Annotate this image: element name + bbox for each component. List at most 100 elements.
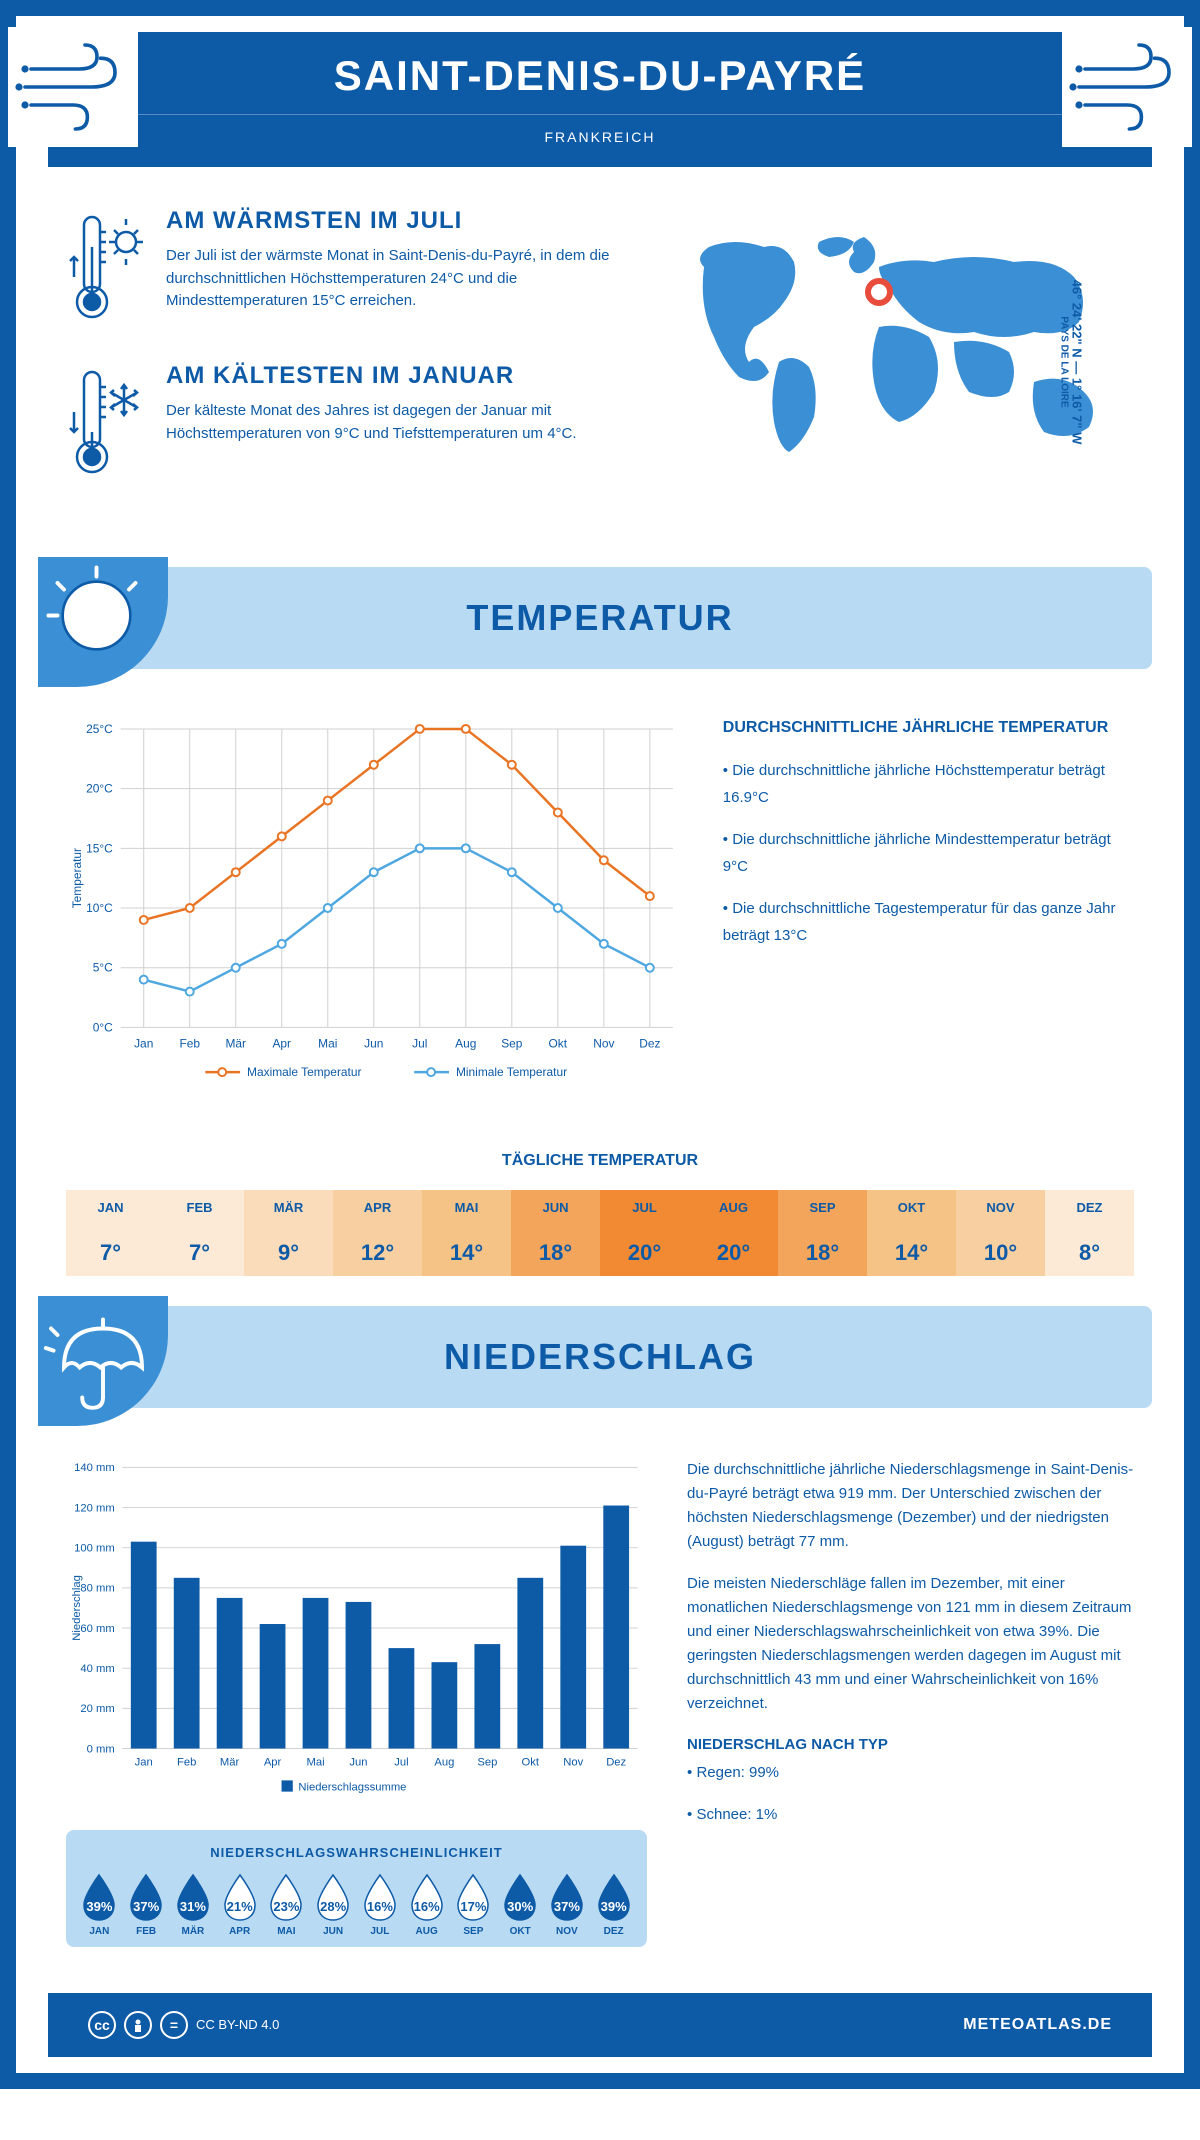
page-footer: cc = CC BY-ND 4.0 METEOATLAS.DE	[48, 1993, 1152, 2057]
info-section: AM WÄRMSTEN IM JULI Der Juli ist der wär…	[16, 167, 1184, 547]
precip-title: NIEDERSCHLAG	[78, 1336, 1122, 1378]
prob-drop: 16%AUG	[407, 1872, 447, 1937]
info-coldest: AM KÄLTESTEN IM JANUAR Der kälteste Mona…	[66, 362, 624, 487]
prob-drop: 39%DEZ	[594, 1872, 634, 1937]
thermometer-cold-icon	[66, 362, 146, 487]
page-header: SAINT-DENIS-DU-PAYRÉ FRANKREICH	[48, 32, 1152, 167]
daily-temp-cell: SEP18°	[778, 1190, 867, 1276]
prob-drop: 37%NOV	[547, 1872, 587, 1937]
svg-text:80 mm: 80 mm	[80, 1583, 114, 1595]
prob-drop: 21%APR	[220, 1872, 260, 1937]
svg-text:Jan: Jan	[135, 1756, 153, 1768]
svg-text:40 mm: 40 mm	[80, 1663, 114, 1675]
prob-drop: 23%MAI	[266, 1872, 306, 1937]
precip-p2: Die meisten Niederschläge fallen im Deze…	[687, 1572, 1134, 1716]
temp-note-1: • Die durchschnittliche jährliche Höchst…	[723, 757, 1134, 811]
daily-temp-cell: MÄR9°	[244, 1190, 333, 1276]
daily-temp-cell: APR12°	[333, 1190, 422, 1276]
daily-temp-cell: NOV10°	[956, 1190, 1045, 1276]
svg-text:Sep: Sep	[501, 1036, 523, 1050]
svg-text:20 mm: 20 mm	[80, 1703, 114, 1715]
temp-note-3: • Die durchschnittliche Tagestemperatur …	[723, 895, 1134, 949]
umbrella-icon	[38, 1296, 168, 1426]
temperature-line-chart: 0°C5°C10°C15°C20°C25°CJanFebMärAprMaiJun…	[66, 719, 683, 1102]
temp-notes-title: DURCHSCHNITTLICHE JÄHRLICHE TEMPERATUR	[723, 719, 1134, 737]
precip-p1: Die durchschnittliche jährliche Niedersc…	[687, 1458, 1134, 1554]
daily-temp-cell: JAN7°	[66, 1190, 155, 1276]
svg-text:Nov: Nov	[593, 1036, 614, 1050]
svg-text:10°C: 10°C	[86, 901, 113, 915]
svg-text:Jun: Jun	[364, 1036, 383, 1050]
nd-icon: =	[160, 2011, 188, 2039]
temp-title: TEMPERATUR	[78, 597, 1122, 639]
precip-probability-box: NIEDERSCHLAGSWAHRSCHEINLICHKEIT 39%JAN37…	[66, 1830, 647, 1947]
svg-text:Okt: Okt	[522, 1756, 540, 1768]
prob-drop: 16%JUL	[360, 1872, 400, 1937]
page-subtitle: FRANKREICH	[68, 114, 1132, 145]
daily-temp-cell: OKT14°	[867, 1190, 956, 1276]
svg-text:120 mm: 120 mm	[74, 1502, 115, 1514]
svg-text:Feb: Feb	[179, 1036, 200, 1050]
daily-temp-table: JAN7°FEB7°MÄR9°APR12°MAI14°JUN18°JUL20°A…	[66, 1190, 1134, 1276]
info-cold-title: AM KÄLTESTEN IM JANUAR	[166, 362, 624, 390]
wind-icon	[1062, 27, 1192, 147]
svg-text:25°C: 25°C	[86, 722, 113, 736]
svg-text:Niederschlagssumme: Niederschlagssumme	[298, 1782, 406, 1794]
svg-text:Jun: Jun	[349, 1756, 367, 1768]
svg-text:Apr: Apr	[264, 1756, 282, 1768]
svg-text:Apr: Apr	[272, 1036, 291, 1050]
svg-text:Okt: Okt	[549, 1036, 568, 1050]
svg-text:Aug: Aug	[434, 1756, 454, 1768]
svg-text:Dez: Dez	[606, 1756, 626, 1768]
prob-drop: 17%SEP	[453, 1872, 493, 1937]
svg-text:Nov: Nov	[563, 1756, 583, 1768]
svg-text:Mär: Mär	[220, 1756, 240, 1768]
svg-text:Mär: Mär	[225, 1036, 246, 1050]
svg-text:Sep: Sep	[477, 1756, 497, 1768]
daily-temp-title: TÄGLICHE TEMPERATUR	[16, 1152, 1184, 1170]
prob-drop: 28%JUN	[313, 1872, 353, 1937]
precip-type-title: NIEDERSCHLAG NACH TYP	[687, 1736, 1134, 1753]
info-warm-title: AM WÄRMSTEN IM JULI	[166, 207, 624, 235]
prob-drop: 31%MÄR	[173, 1872, 213, 1937]
daily-temp-cell: DEZ8°	[1045, 1190, 1134, 1276]
svg-text:Dez: Dez	[639, 1036, 660, 1050]
info-warmest: AM WÄRMSTEN IM JULI Der Juli ist der wär…	[66, 207, 624, 332]
svg-text:60 mm: 60 mm	[80, 1623, 114, 1635]
prob-title: NIEDERSCHLAGSWAHRSCHEINLICHKEIT	[76, 1845, 637, 1860]
precip-banner: NIEDERSCHLAG	[48, 1306, 1152, 1408]
daily-temp-cell: FEB7°	[155, 1190, 244, 1276]
daily-temp-cell: MAI14°	[422, 1190, 511, 1276]
world-map: 46° 24' 22" N — 1° 16' 7" W PAYS DE LA L…	[654, 207, 1134, 517]
svg-text:Jul: Jul	[412, 1036, 427, 1050]
prob-drop: 39%JAN	[79, 1872, 119, 1937]
svg-text:0°C: 0°C	[93, 1020, 113, 1034]
precip-type-2: • Schnee: 1%	[687, 1803, 1134, 1827]
svg-text:5°C: 5°C	[93, 961, 113, 975]
coordinates: 46° 24' 22" N — 1° 16' 7" W PAYS DE LA L…	[1059, 280, 1085, 445]
temp-annual-notes: DURCHSCHNITTLICHE JÄHRLICHE TEMPERATUR •…	[723, 719, 1134, 1102]
wind-icon	[8, 27, 138, 147]
svg-text:Jan: Jan	[134, 1036, 153, 1050]
temp-banner: TEMPERATUR	[48, 567, 1152, 669]
prob-drop: 37%FEB	[126, 1872, 166, 1937]
svg-text:Minimale Temperatur: Minimale Temperatur	[456, 1065, 567, 1079]
daily-temp-cell: AUG20°	[689, 1190, 778, 1276]
daily-temp-cell: JUL20°	[600, 1190, 689, 1276]
info-cold-text: Der kälteste Monat des Jahres ist dagege…	[166, 400, 624, 445]
info-warm-text: Der Juli ist der wärmste Monat in Saint-…	[166, 245, 624, 313]
thermometer-hot-icon	[66, 207, 146, 332]
site-name: METEOATLAS.DE	[963, 2016, 1112, 2034]
svg-text:Feb: Feb	[177, 1756, 196, 1768]
by-icon	[124, 2011, 152, 2039]
precipitation-bar-chart: 0 mm20 mm40 mm60 mm80 mm100 mm120 mm140 …	[66, 1458, 647, 1810]
svg-text:Mai: Mai	[318, 1036, 337, 1050]
page-title: SAINT-DENIS-DU-PAYRÉ	[68, 52, 1132, 100]
precip-description: Die durchschnittliche jährliche Niedersc…	[687, 1458, 1134, 1947]
daily-temp-cell: JUN18°	[511, 1190, 600, 1276]
svg-text:Maximale Temperatur: Maximale Temperatur	[247, 1065, 361, 1079]
svg-text:140 mm: 140 mm	[74, 1462, 115, 1474]
svg-text:100 mm: 100 mm	[74, 1542, 115, 1554]
svg-text:Jul: Jul	[394, 1756, 408, 1768]
prob-drop: 30%OKT	[500, 1872, 540, 1937]
